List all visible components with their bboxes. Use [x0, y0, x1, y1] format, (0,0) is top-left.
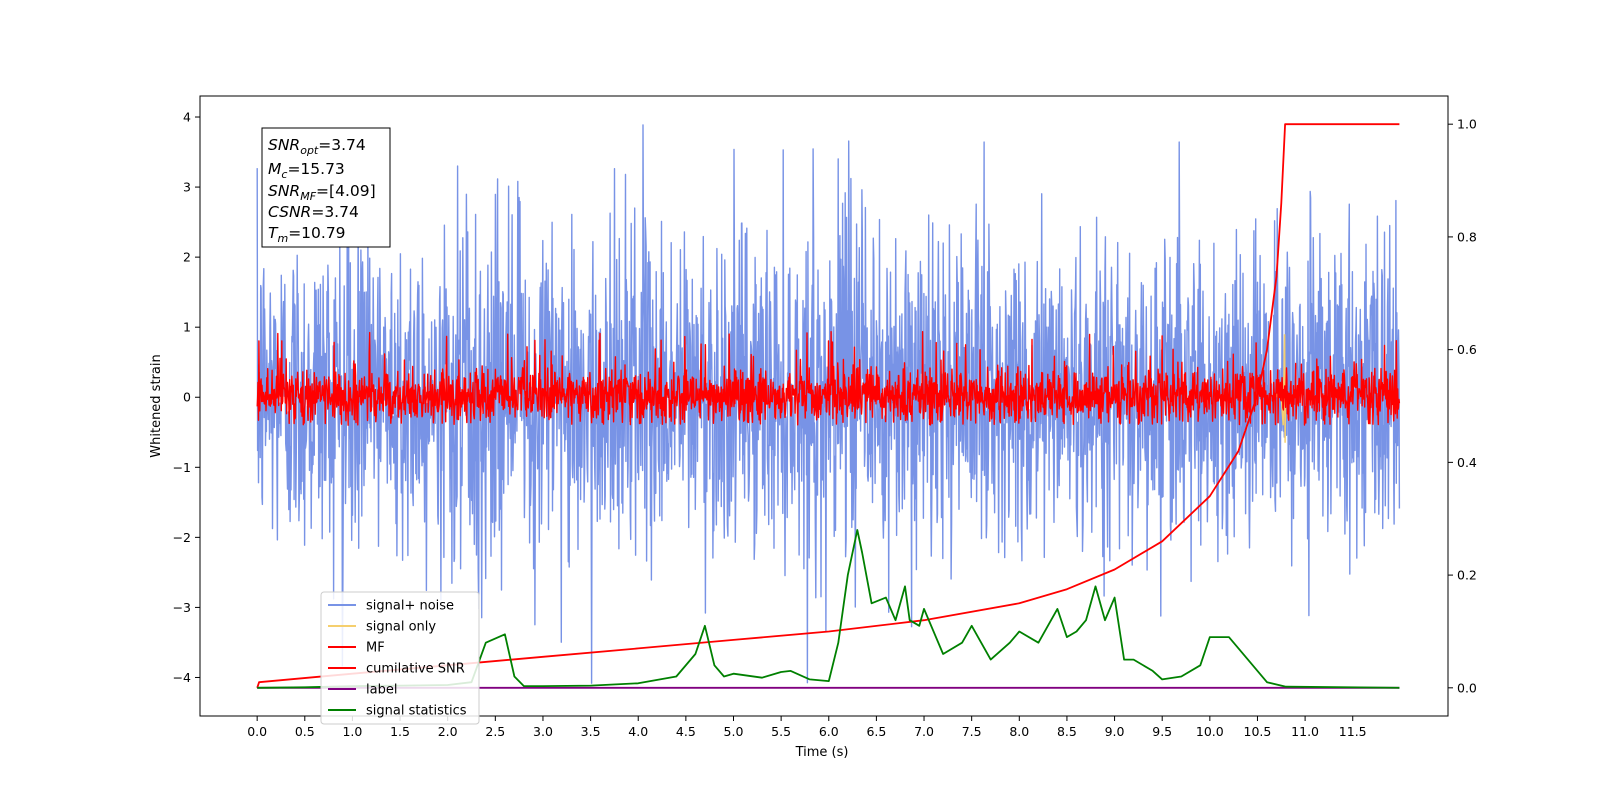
- x-tick-label: 10.5: [1244, 724, 1272, 739]
- legend-label: signal+ noise: [366, 599, 454, 614]
- y2-axis-ticks: 0.0 0.2 0.4 0.6 0.8 1.0: [1448, 117, 1477, 695]
- x-tick-label: 1.0: [342, 724, 362, 739]
- legend-label: label: [366, 683, 397, 698]
- y-tick-label: 3: [183, 180, 191, 195]
- y-tick-label: 4: [183, 110, 191, 125]
- x-tick-label: 11.0: [1291, 724, 1319, 739]
- x-tick-label: 9.0: [1105, 724, 1125, 739]
- x-tick-label: 2.5: [485, 724, 505, 739]
- axes-frame: [199, 95, 1449, 717]
- y-tick-label: 1: [183, 320, 191, 335]
- legend-frame: [320, 591, 480, 725]
- legend-label: MF: [366, 641, 385, 656]
- series-signal-statistics: [257, 529, 1400, 689]
- x-tick-label: 11.5: [1339, 724, 1367, 739]
- legend-label: signal only: [366, 620, 436, 635]
- x-tick-label: 3.5: [581, 724, 601, 739]
- x-tick-label: 6.5: [866, 724, 886, 739]
- x-tick-label: 7.5: [962, 724, 982, 739]
- mf-line: [256, 331, 1401, 426]
- series-mf: [256, 331, 1401, 426]
- y2-tick-label: 0.4: [1457, 455, 1477, 470]
- annotation-mc: Mc=15.73: [268, 160, 345, 181]
- y-axis-label: Whitened strain: [149, 354, 164, 457]
- x-axis-ticks: 0.0 0.5 1.0 1.5 2.0 2.5 3.0 3.5 4.0 4.5 5.0 5.5 6.0 6…: [247, 716, 1367, 739]
- x-tick-label: 6.0: [819, 724, 839, 739]
- legend-label: signal statistics: [366, 704, 467, 719]
- legend-label: cumilative SNR: [366, 662, 465, 677]
- x-tick-label: 2.0: [438, 724, 458, 739]
- y2-tick-label: 0.0: [1457, 680, 1477, 695]
- y-tick-label: −3: [173, 600, 191, 615]
- x-tick-label: 10.0: [1196, 724, 1224, 739]
- legend: signal+ noise signal only MF cumilative SNR…: [320, 591, 480, 725]
- x-tick-label: 3.0: [533, 724, 553, 739]
- y-tick-label: −2: [173, 530, 191, 545]
- y-tick-label: 2: [183, 250, 191, 265]
- series-cumulative-snr: [256, 123, 1400, 689]
- signal-statistics-line: [257, 529, 1400, 689]
- annotation-tm: Tm=10.79: [268, 224, 346, 245]
- x-tick-label: 5.0: [724, 724, 744, 739]
- x-tick-label: 4.0: [628, 724, 648, 739]
- y2-tick-label: 0.2: [1457, 568, 1477, 583]
- x-tick-label: 8.5: [1057, 724, 1077, 739]
- y2-tick-label: 0.6: [1457, 342, 1477, 357]
- x-tick-label: 0.5: [295, 724, 315, 739]
- annotation-snr-opt: SNRopt=3.74: [268, 136, 366, 157]
- x-tick-label: 9.5: [1152, 724, 1172, 739]
- legend-entries: signal+ noise signal only MF cumilative SNR…: [328, 599, 467, 719]
- annotation-csnr: CSNR=3.74: [268, 203, 359, 221]
- annotation-box: SNRopt=3.74 Mc=15.73 SNRMF=[4.09] CSNR=3…: [261, 127, 391, 248]
- y-tick-label: −4: [173, 670, 191, 685]
- x-tick-label: 8.0: [1009, 724, 1029, 739]
- y2-tick-label: 1.0: [1457, 117, 1477, 132]
- x-tick-label: 1.5: [390, 724, 410, 739]
- y2-tick-label: 0.8: [1457, 229, 1477, 244]
- cumulative-snr-line: [256, 123, 1400, 689]
- x-tick-label: 7.0: [914, 724, 934, 739]
- annotation-snr-mf: SNRMF=[4.09]: [268, 182, 376, 203]
- x-tick-label: 4.5: [676, 724, 696, 739]
- y-tick-label: 0: [183, 390, 191, 405]
- y-axis-ticks: −4 −3 −2 −1 0 1 2 3 4: [173, 110, 200, 685]
- x-axis-label: Time (s): [795, 745, 849, 760]
- x-tick-label: 5.5: [771, 724, 791, 739]
- y-tick-label: −1: [173, 460, 191, 475]
- x-tick-label: 0.0: [247, 724, 267, 739]
- annotation-frame: [261, 127, 391, 248]
